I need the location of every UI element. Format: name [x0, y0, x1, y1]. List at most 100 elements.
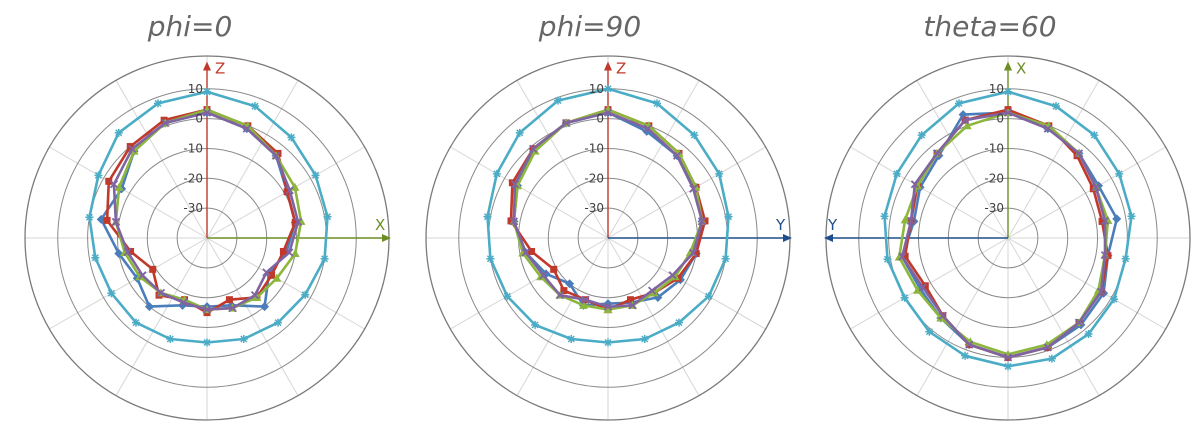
radial-tick-label: 10: [589, 82, 604, 96]
series-star-point: [486, 254, 495, 263]
series-x-point: [697, 217, 707, 226]
series-x-point: [271, 151, 281, 160]
series-diamond-point: [144, 302, 154, 312]
series-triangle-point: [913, 285, 923, 294]
series-x-point: [960, 116, 970, 125]
radial-tick-label: -30: [984, 201, 1004, 215]
series-star-point: [203, 87, 211, 96]
series-star-point: [515, 128, 524, 137]
series-x-point: [250, 291, 260, 300]
series-x-point: [910, 180, 920, 189]
series-star-point: [91, 253, 100, 262]
panel-title-theta-60: theta=60: [923, 10, 1056, 43]
series-star-point: [311, 171, 320, 180]
radial-tick-label: -30: [584, 201, 604, 215]
series-diamond-point: [114, 249, 124, 259]
series-diamond-point: [260, 302, 270, 312]
series-square-point: [160, 116, 168, 124]
radial-tick-label: -10: [183, 141, 203, 155]
series-triangle-point: [135, 272, 145, 281]
vertical-axis-label: Z: [616, 59, 626, 77]
series-x-point: [1100, 250, 1110, 260]
horizontal-axis-arrowhead: [824, 234, 833, 242]
polar-spoke-240: [850, 237, 1009, 330]
series-x-point: [179, 298, 188, 307]
series-star-point: [704, 292, 713, 301]
series-star-point: [640, 334, 649, 343]
series-x-point: [628, 301, 637, 310]
series-star-point: [203, 338, 211, 347]
series-star-point: [114, 128, 123, 137]
series-x-point: [603, 302, 613, 311]
radial-tick-label: -10: [984, 141, 1004, 155]
series-star-point: [492, 169, 501, 178]
series-x-point: [202, 108, 212, 117]
polar-plot-phi-0: Z X 10 0 -10 -20 -30: [24, 55, 391, 421]
series-star-point: [301, 290, 310, 299]
series-x-point: [128, 144, 137, 153]
series-x-point: [938, 311, 947, 320]
series-x-point: [529, 144, 538, 153]
series-triangle-point: [670, 272, 680, 281]
series-x-point: [1003, 353, 1013, 362]
series-square-point: [550, 265, 558, 273]
series-triangle-point: [536, 272, 546, 281]
horizontal-axis-label: Y: [827, 216, 838, 234]
series-star-point: [674, 318, 683, 327]
vertical-axis-arrowhead: [604, 61, 612, 71]
series-triangle-point: [900, 215, 910, 224]
series-star-point: [132, 318, 141, 327]
series-triangle-point: [518, 248, 528, 257]
polar-spoke-60: [1007, 146, 1166, 239]
series-square-point: [127, 247, 135, 255]
horizontal-axis-label: X: [375, 216, 385, 234]
series-star-point: [239, 334, 248, 343]
vertical-axis-arrowhead: [203, 61, 211, 71]
series-triangle-point: [120, 248, 130, 257]
series-x-point: [285, 186, 294, 195]
polar-plot-phi-90: Z Y 10 0 -10 -20 -30: [425, 55, 792, 421]
series-square-point: [225, 296, 233, 304]
series-diamond-point: [1112, 214, 1122, 224]
polar-spoke-60: [607, 146, 766, 239]
radial-tick-label: -20: [584, 171, 604, 185]
series-star-point: [1127, 212, 1136, 221]
series-star-point: [690, 131, 699, 140]
series-square-point: [1098, 217, 1106, 225]
series-star-point: [604, 84, 612, 93]
series-star-point: [107, 289, 116, 298]
series-square-point: [149, 265, 157, 273]
series-x-point: [581, 295, 590, 304]
series-square-point: [103, 216, 111, 224]
series-square-point: [507, 217, 515, 225]
series-star-point: [567, 334, 576, 343]
horizontal-axis-arrowhead: [382, 234, 391, 242]
series-star-point: [1090, 131, 1099, 140]
series-x-point: [643, 124, 652, 133]
series-star-point: [724, 212, 733, 221]
series-x-point: [1043, 124, 1052, 133]
series-x-point: [1074, 318, 1084, 327]
series-square-point: [279, 247, 287, 255]
series-star-point: [715, 169, 724, 178]
series-x-point: [1074, 149, 1084, 158]
panel-phi-0: phi=0 Z X 10 0 -10 -20 -30: [24, 10, 391, 421]
series-diamond-point: [96, 214, 106, 224]
panel-theta-60: theta=60 X Y 10 0 -10 -20 -30: [824, 10, 1191, 421]
series-x-point: [1003, 108, 1013, 117]
series-triangle-point: [272, 273, 282, 282]
series-x-point: [1091, 183, 1101, 192]
series-star-point: [483, 212, 492, 221]
series-star-point: [1121, 254, 1130, 263]
series-star-point: [1115, 169, 1124, 178]
series-star-point: [653, 99, 662, 108]
series-star-point: [323, 212, 332, 221]
series-x-point: [1096, 287, 1106, 296]
panel-phi-90: phi=90 Z Y 10 0 -10 -20 -30: [425, 10, 792, 421]
series-star-point: [1004, 362, 1012, 371]
series-star-point: [1004, 87, 1012, 96]
series-square-point: [105, 177, 113, 185]
panel-title-phi-0: phi=0: [147, 10, 233, 43]
series-x-point: [668, 271, 677, 280]
